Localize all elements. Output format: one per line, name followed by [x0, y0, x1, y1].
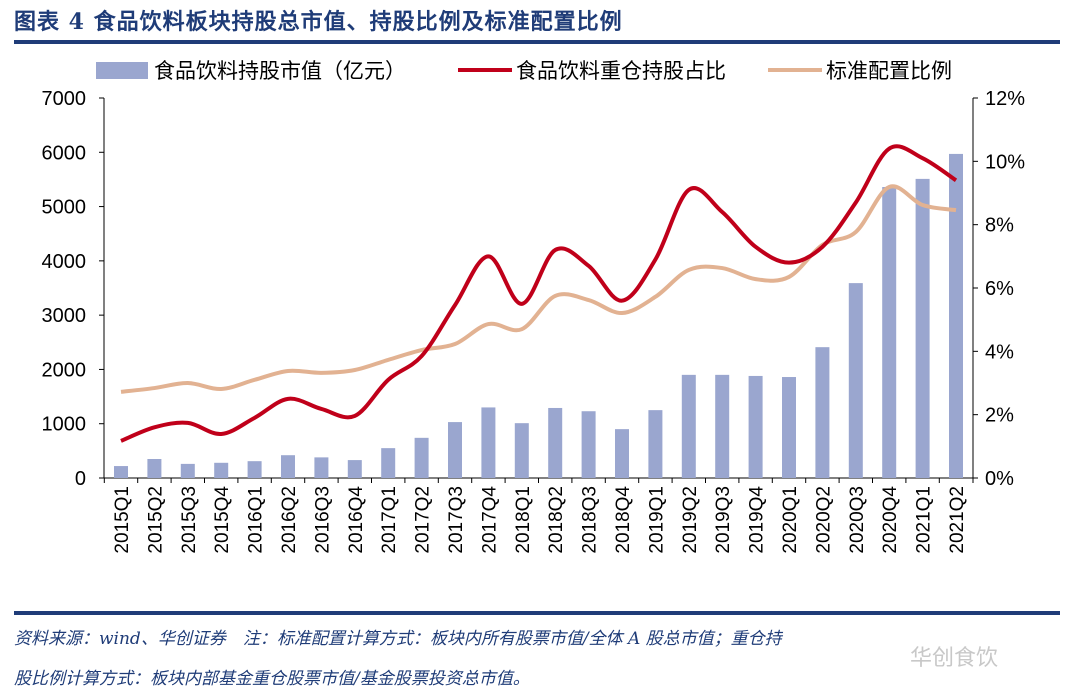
- x-tick-label: 2020Q1: [780, 486, 801, 554]
- right-tick-label: 2%: [985, 405, 1014, 427]
- x-tick-label: 2018Q3: [580, 486, 601, 554]
- x-tick-label: 2018Q2: [546, 486, 567, 554]
- bar: [414, 437, 429, 478]
- x-tick-label: 2017Q1: [379, 486, 400, 554]
- x-tick-label: 2015Q4: [212, 486, 233, 554]
- figure-title: 图表 4 食品饮料板块持股总市值、持股比例及标准配置比例: [14, 9, 623, 35]
- line-series-2: [120, 184, 957, 394]
- left-tick-label: 4000: [42, 251, 87, 273]
- x-tick-label: 2015Q2: [145, 486, 166, 554]
- x-tick-label: 2016Q1: [246, 486, 267, 554]
- bar: [748, 375, 763, 478]
- bar: [281, 455, 295, 478]
- bar: [214, 462, 229, 478]
- x-tick-label: 2018Q1: [513, 486, 534, 554]
- x-tick-label: 2019Q4: [747, 486, 768, 554]
- x-tick-label: 2016Q3: [312, 486, 333, 554]
- bar: [247, 461, 262, 478]
- bar: [681, 374, 696, 478]
- x-tick-label: 2015Q3: [179, 486, 200, 554]
- bar: [615, 429, 629, 478]
- right-tick-label: 10%: [985, 151, 1025, 173]
- left-tick-label: 1000: [42, 414, 87, 436]
- x-tick-label: 2020Q3: [847, 486, 868, 554]
- bar: [581, 411, 596, 478]
- x-tick-label: 2021Q2: [947, 486, 968, 554]
- x-tick-label: 2016Q2: [279, 486, 300, 554]
- bar: [514, 423, 529, 478]
- left-tick-label: 6000: [42, 142, 87, 164]
- x-tick-label: 2020Q4: [880, 486, 901, 554]
- x-tick-label: 2019Q2: [680, 486, 701, 554]
- left-tick-label: 0: [75, 468, 86, 490]
- left-tick-label: 5000: [42, 197, 87, 219]
- left-tick-label: 3000: [42, 305, 87, 327]
- legend-swatch-bar: [96, 62, 148, 79]
- footer-divider: [14, 611, 1060, 615]
- right-tick-label: 6%: [985, 278, 1014, 300]
- bar: [147, 459, 162, 478]
- left-tick-label: 2000: [42, 359, 87, 381]
- right-tick-label: 12%: [985, 88, 1025, 110]
- left-tick-label: 7000: [42, 88, 87, 110]
- bar: [548, 407, 563, 478]
- bar: [381, 448, 396, 478]
- legend-label-standard: 标准配置比例: [826, 59, 952, 83]
- title-divider: [14, 40, 1060, 44]
- bar: [782, 377, 796, 478]
- bar: [347, 460, 362, 478]
- x-tick-label: 2017Q3: [446, 486, 467, 554]
- legend-label-holding: 食品饮料重仓持股占比: [516, 59, 726, 83]
- x-tick-label: 2017Q4: [479, 486, 500, 554]
- bar: [848, 283, 863, 478]
- bar: [815, 347, 830, 478]
- bar: [949, 153, 963, 478]
- bar: [915, 178, 930, 478]
- bar: [180, 463, 195, 478]
- bar: [114, 466, 128, 478]
- line-series-1: [120, 144, 958, 443]
- watermark: 华创食饮: [910, 646, 999, 671]
- bar: [882, 187, 897, 478]
- x-tick-label: 2018Q4: [613, 486, 634, 554]
- x-tick-label: 2016Q4: [346, 486, 367, 554]
- bar: [314, 457, 329, 478]
- footer-note-cont: 股比例计算方式：板块内部基金重仓股票市值/基金股票投资总市值。: [14, 669, 530, 689]
- x-tick-label: 2015Q1: [112, 486, 133, 554]
- right-tick-label: 0%: [985, 468, 1014, 490]
- footer-source-note: 资料来源：wind、华创证券 注：标准配置计算方式：板块内所有股票市值/全体 A…: [14, 629, 782, 649]
- x-tick-label: 2019Q3: [713, 486, 734, 554]
- bar: [448, 422, 462, 478]
- x-tick-label: 2021Q1: [914, 486, 935, 554]
- legend-label-bar: 食品饮料持股市值（亿元）: [154, 59, 406, 83]
- x-tick-label: 2017Q2: [413, 486, 434, 554]
- bar: [648, 410, 663, 478]
- bar: [715, 374, 730, 478]
- right-tick-label: 8%: [985, 215, 1014, 237]
- right-tick-label: 4%: [985, 341, 1014, 363]
- bar: [481, 407, 496, 478]
- x-tick-label: 2020Q2: [813, 486, 834, 554]
- x-tick-label: 2019Q1: [646, 486, 667, 554]
